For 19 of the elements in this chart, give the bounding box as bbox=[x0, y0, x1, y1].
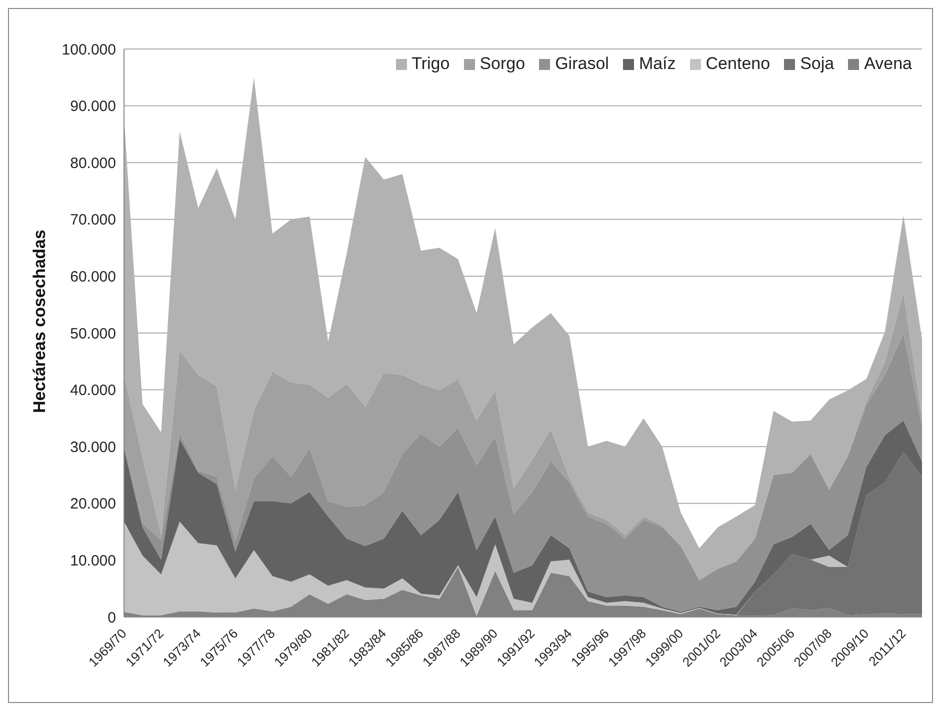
y-tick-label: 10.000 bbox=[70, 552, 116, 570]
y-tick-label: 0 bbox=[108, 609, 116, 626]
y-tick-label: 50.000 bbox=[70, 325, 116, 342]
legend-label: Centeno bbox=[704, 54, 770, 74]
y-tick-label: 90.000 bbox=[70, 98, 116, 116]
y-tick-label: 100.000 bbox=[62, 41, 116, 58]
y-tick-label: 70.000 bbox=[70, 212, 116, 229]
y-axis-title: Hectáreas cosechadas bbox=[30, 230, 50, 413]
y-tick-label: 60.000 bbox=[70, 268, 116, 286]
legend-label: Girasol bbox=[554, 54, 609, 74]
y-tick-label: 20.000 bbox=[70, 496, 116, 513]
y-tick-label: 40.000 bbox=[70, 382, 116, 400]
legend-label: Avena bbox=[863, 54, 912, 74]
legend-label: Sorgo bbox=[478, 54, 526, 74]
legend-label: Maíz bbox=[638, 54, 676, 74]
y-tick-label: 80.000 bbox=[70, 154, 116, 172]
y-tick-label: 30.000 bbox=[70, 438, 116, 456]
legend-label: Soja bbox=[799, 54, 834, 74]
legend-label: Trigo bbox=[410, 54, 450, 74]
